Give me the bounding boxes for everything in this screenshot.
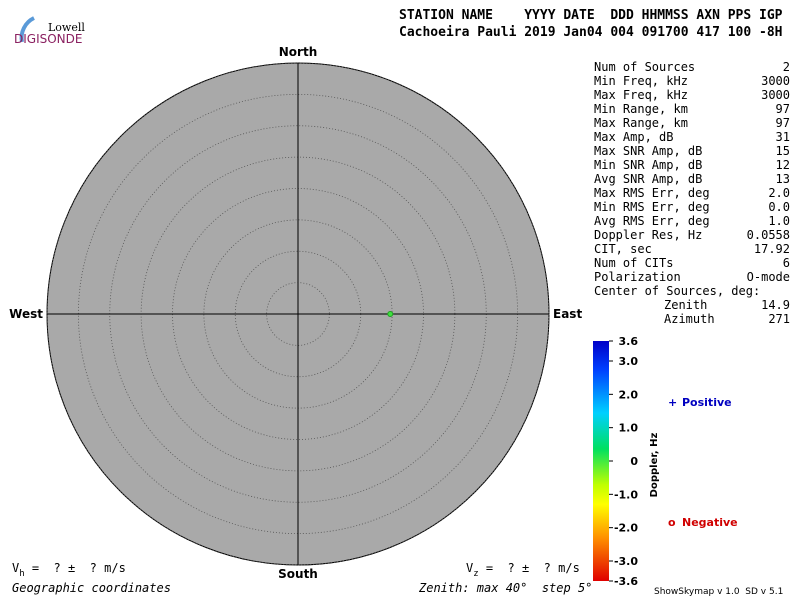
zenith-label: Zenith: max 40° step 5° (418, 581, 592, 595)
direction: South (278, 567, 318, 581)
direction: East (553, 307, 582, 321)
logo-top: Lowell (48, 21, 85, 34)
vz-rest: = ? ± ? m/s (479, 561, 580, 575)
vh-rest: = ? ± ? m/s (25, 561, 126, 575)
stat-value: 13 (776, 172, 790, 186)
stat-label: Max RMS Err, deg (594, 186, 710, 200)
stat-value: 97 (776, 116, 790, 130)
stat-value: 3000 (761, 74, 790, 88)
vz: Vz = ? ± ? m/s (466, 561, 580, 579)
stat-value: 0.0558 (747, 228, 790, 242)
colorbar-tick-label: 0 (630, 455, 638, 468)
stat-label: Avg SNR Amp, dB (594, 172, 702, 186)
stat-label: CIT, sec (594, 242, 652, 256)
logo-bottom: DIGISONDE (14, 32, 82, 46)
stat-label: Min Range, km (594, 102, 688, 116)
version: ShowSkymap v 1.0 SD v 5.1 (654, 587, 783, 597)
stat-value: 2.0 (768, 186, 790, 200)
stat-label: Num of Sources (594, 60, 695, 74)
header-line: STATION NAME YYYY DATE DDD HHMMSS AXN PP… (399, 8, 783, 23)
legend-positive-symbol: + (668, 396, 677, 409)
stat-label: Avg RMS Err, deg (594, 214, 710, 228)
direction: North (279, 45, 317, 59)
vz-v: V (466, 561, 473, 575)
vh: Vh = ? ± ? m/s (12, 561, 126, 579)
colorbar-tick-label: 1.0 (619, 422, 639, 435)
stat-value: 0.0 (768, 200, 790, 214)
stat-label: Num of CITs (594, 256, 673, 270)
stat-label: Max SNR Amp, dB (594, 144, 702, 158)
stat-label: Max Amp, dB (594, 130, 673, 144)
stat-value: 2 (783, 60, 790, 74)
vz-sub: z (473, 569, 478, 579)
stat-value: 15 (776, 144, 790, 158)
source (387, 311, 394, 317)
legend-positive: Positive (682, 396, 732, 409)
colorbar (593, 341, 609, 581)
stat-value: 1.0 (768, 214, 790, 228)
stat-label: Doppler Res, Hz (594, 228, 702, 242)
colorbar-tick-label: -2.0 (614, 522, 638, 535)
stat-label: Max Freq, kHz (594, 88, 688, 102)
stat-value: 12 (776, 158, 790, 172)
legend-negative-symbol: o (668, 516, 676, 529)
center-value: 14.9 (761, 298, 790, 312)
stat-label: Max Range, km (594, 116, 688, 130)
center-label: Zenith (664, 298, 707, 312)
stat-value: O-mode (747, 270, 790, 284)
stat-label: Min RMS Err, deg (594, 200, 710, 214)
colorbar-tick-label: 2.0 (619, 388, 639, 401)
stat-value: 17.92 (754, 242, 790, 256)
stat-value: 31 (776, 130, 790, 144)
vh-sub: h (19, 569, 24, 579)
vh-v: V (12, 561, 19, 575)
logo-arc (19, 16, 35, 43)
colorbar-tick-label: -3.0 (614, 555, 638, 568)
colorbar-tick-label: -1.0 (614, 488, 638, 501)
colorbar-tick-label: 3.6 (619, 335, 639, 348)
stat-value: 97 (776, 102, 790, 116)
stat-label: Polarization (594, 270, 681, 284)
center-label: Azimuth (664, 312, 715, 326)
legend-negative: Negative (682, 516, 738, 529)
colorbar-tick-label: -3.6 (614, 575, 638, 588)
colorbar-label: Doppler, Hz (649, 433, 660, 498)
direction: West (9, 307, 43, 321)
stat-value: 6 (783, 256, 790, 270)
coords-label: Geographic coordinates (12, 581, 171, 595)
stat-label: Min Freq, kHz (594, 74, 688, 88)
colorbar-tick-label: 3.0 (619, 355, 639, 368)
stat-value: 3000 (761, 88, 790, 102)
header-line: Cachoeira Pauli 2019 Jan04 004 091700 41… (399, 25, 783, 40)
stat-label: Min SNR Amp, dB (594, 158, 702, 172)
center-value: 271 (768, 312, 790, 326)
center-title: Center of Sources, deg: (594, 284, 760, 298)
